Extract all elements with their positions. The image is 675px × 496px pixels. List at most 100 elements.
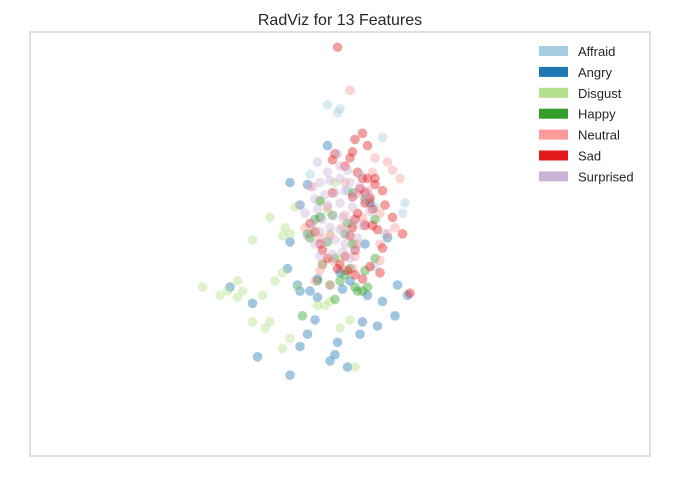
point-disgust — [247, 235, 258, 245]
point-sad — [330, 149, 340, 159]
point-disgust — [290, 202, 300, 212]
point-disgust — [222, 286, 233, 296]
point-angry — [330, 349, 340, 360]
point-affraid — [332, 108, 343, 118]
point-sad — [342, 265, 353, 276]
point-surprised — [320, 190, 330, 200]
point-surprised — [342, 229, 353, 239]
point-surprised — [355, 169, 365, 180]
point-angry — [365, 198, 375, 208]
point-happy — [345, 263, 355, 274]
point-neutral — [300, 222, 310, 233]
point-happy — [315, 212, 325, 223]
point-sad — [310, 226, 320, 237]
point-surprised — [345, 253, 355, 264]
point-happy — [357, 286, 368, 296]
point-surprised — [300, 208, 310, 219]
point-neutral — [357, 212, 368, 223]
point-angry — [377, 296, 388, 307]
point-neutral — [362, 185, 373, 196]
point-disgust — [347, 218, 358, 229]
point-affraid — [342, 185, 353, 196]
point-sad — [362, 173, 373, 184]
point-neutral — [317, 259, 328, 270]
legend-swatch-sad — [539, 150, 568, 161]
point-neutral — [375, 208, 385, 219]
point-neutral — [327, 255, 338, 266]
point-happy — [340, 270, 350, 280]
point-sad — [377, 185, 388, 196]
point-sad — [327, 155, 338, 165]
point-angry — [310, 315, 320, 325]
point-affraid — [322, 99, 333, 110]
point-angry — [302, 329, 313, 340]
legend-label-affraid: Affraid — [578, 44, 615, 59]
point-disgust — [277, 267, 288, 278]
point-angry — [285, 237, 295, 247]
point-surprised — [342, 165, 353, 175]
point-neutral — [370, 153, 380, 163]
point-affraid — [380, 229, 390, 239]
point-angry — [292, 280, 303, 290]
point-neutral — [382, 157, 393, 167]
point-sad — [360, 188, 370, 198]
point-disgust — [237, 286, 248, 296]
legend-label-surprised: Surprised — [578, 169, 634, 184]
point-sad — [357, 274, 368, 284]
point-surprised — [327, 210, 338, 221]
legend-label-angry: Angry — [578, 65, 612, 80]
point-neutral — [310, 276, 320, 286]
point-disgust — [315, 196, 325, 206]
point-affraid — [400, 198, 410, 208]
point-surprised — [302, 231, 313, 241]
point-surprised — [305, 181, 315, 192]
point-surprised — [360, 194, 370, 204]
point-angry — [392, 280, 403, 290]
point-disgust — [292, 282, 303, 292]
point-surprised — [312, 204, 323, 214]
point-surprised — [335, 224, 345, 235]
point-sad — [372, 224, 383, 235]
point-sad — [332, 42, 343, 52]
point-neutral — [375, 239, 385, 249]
point-sad — [370, 179, 380, 190]
point-happy — [297, 311, 308, 321]
point-angry — [295, 341, 305, 352]
point-surprised — [337, 212, 348, 223]
point-neutral — [322, 202, 333, 212]
point-surprised — [335, 161, 345, 171]
point-angry — [302, 179, 313, 190]
point-disgust — [232, 276, 243, 286]
point-sad — [362, 140, 373, 151]
point-surprised — [315, 251, 325, 262]
point-happy — [342, 218, 353, 229]
point-disgust — [335, 323, 345, 333]
point-happy — [312, 276, 323, 286]
point-angry — [337, 284, 348, 294]
point-disgust — [322, 206, 333, 216]
point-surprised — [322, 167, 333, 178]
point-neutral — [360, 218, 370, 229]
point-sad — [347, 192, 358, 202]
legend-label-neutral: Neutral — [578, 128, 620, 143]
point-sad — [360, 220, 370, 231]
point-sad — [332, 263, 343, 274]
point-surprised — [317, 214, 328, 225]
point-sad — [367, 204, 378, 214]
point-angry — [295, 200, 305, 210]
point-sad — [357, 173, 368, 184]
point-surprised — [365, 206, 375, 216]
point-happy — [360, 265, 370, 276]
plot-area — [29, 31, 651, 457]
point-happy — [335, 276, 345, 286]
point-neutral — [352, 188, 363, 198]
point-neutral — [375, 255, 385, 266]
legend-swatch-happy — [539, 108, 568, 119]
point-happy — [330, 253, 340, 264]
legend-label-sad: Sad — [578, 149, 601, 164]
point-happy — [325, 280, 335, 290]
point-surprised — [340, 185, 350, 196]
point-disgust — [312, 300, 323, 311]
point-neutral — [337, 222, 348, 233]
point-surprised — [350, 243, 360, 253]
